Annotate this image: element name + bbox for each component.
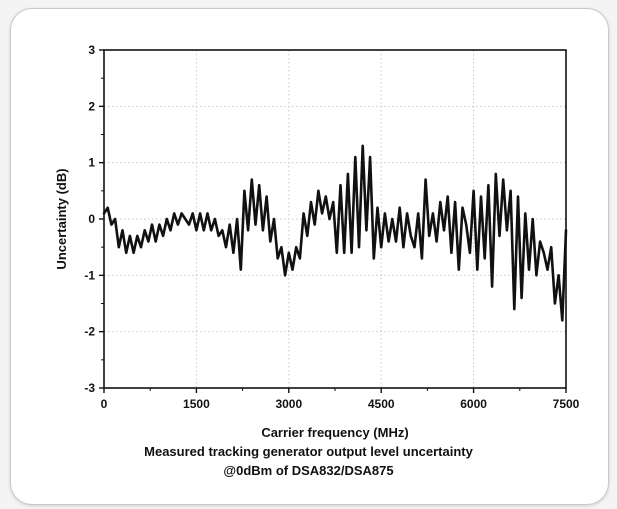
- caption-line-2: @0dBm of DSA832/DSA875: [223, 463, 394, 478]
- x-tick-label: 1500: [183, 397, 210, 411]
- x-tick-label: 0: [101, 397, 108, 411]
- y-tick-label: 1: [88, 156, 95, 170]
- series-line: [102, 144, 568, 322]
- y-tick-label: 2: [88, 99, 95, 113]
- y-tick-label: -3: [84, 381, 95, 395]
- y-tick-label: -1: [84, 268, 95, 282]
- ticks: 0 1500 3000 4500 6000 7500 3 2 1 0 -1 -2 -3: [84, 43, 579, 411]
- y-tick-label: 0: [88, 212, 95, 226]
- x-tick-label: 6000: [460, 397, 487, 411]
- slide-frame: [10, 8, 609, 505]
- y-axis-label: Uncertainty (dB): [54, 168, 69, 269]
- x-axis-label: Carrier frequency (MHz): [261, 425, 408, 440]
- y-tick-label: 3: [88, 43, 95, 57]
- x-tick-label: 7500: [553, 397, 580, 411]
- x-tick-label: 4500: [368, 397, 395, 411]
- series-layer: [102, 144, 568, 322]
- caption-line-1: Measured tracking generator output level…: [144, 444, 473, 459]
- x-tick-label: 3000: [275, 397, 302, 411]
- y-tick-label: -2: [84, 325, 95, 339]
